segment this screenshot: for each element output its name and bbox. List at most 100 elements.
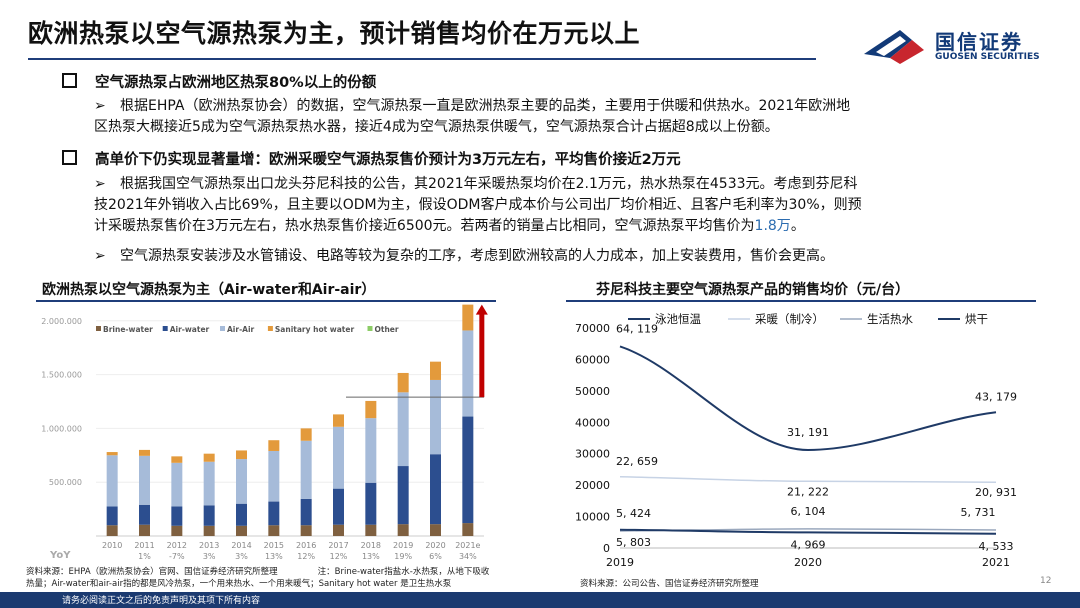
legend-label: 泳池恒温 [655, 312, 701, 326]
bar-segment [462, 304, 474, 331]
x-tick-label: 2021 [982, 556, 1010, 569]
bar-segment [397, 372, 409, 393]
x-tick-label: 2013 [199, 541, 219, 550]
legend-label: Air-water [170, 325, 210, 334]
arrow-bullet-icon: ➢ [94, 98, 106, 114]
bar-segment [203, 505, 215, 526]
legend-swatch [267, 326, 273, 331]
avg-price-highlight: 1.8万 [754, 218, 791, 234]
bar-segment [365, 400, 377, 419]
x-tick-label: 2020 [794, 556, 822, 569]
legend-label: Sanitary hot water [275, 325, 355, 334]
series-line [619, 528, 997, 535]
legend-label: 采暖（制冷） [755, 312, 824, 326]
logo-subtext: GUOSEN SECURITIES [935, 52, 1040, 62]
bar-segment [300, 498, 312, 526]
yoy-value: 1% [138, 552, 151, 561]
footer-disclaimer: 请务必阅读正文之后的免责声明及其项下所有内容 [62, 596, 261, 606]
y-tick-label: 1.000.000 [41, 424, 82, 433]
left-chart-rule [36, 300, 496, 302]
data-label: 5, 731 [961, 506, 996, 519]
yoy-value: 6% [429, 552, 442, 561]
page-title: 欧洲热泵以空气源热泵为主，预计销售均价在万元以上 [28, 19, 641, 48]
x-tick-label: 2017 [328, 541, 348, 550]
bar-segment [268, 525, 280, 536]
x-tick-label: 2019 [393, 541, 413, 550]
bar-segment [300, 525, 312, 536]
bar-segment [430, 524, 441, 536]
y-tick-label: 2.000.000 [41, 317, 82, 326]
bar-segment [268, 450, 280, 502]
right-chart-source: 资料来源：公司公告、国信证券经济研究所整理 [580, 579, 759, 589]
section-2-para-2: ➢ 空气源热泵安装涉及水管铺设、电路等较为复杂的工序，考虑到欧洲较高的人力成本，… [94, 246, 1054, 267]
legend-swatch [220, 326, 225, 331]
bar-segment [333, 524, 344, 536]
bar-segment [139, 504, 150, 525]
bar-segment [106, 452, 118, 456]
data-label: 64, 119 [616, 322, 658, 335]
x-tick-label: 2016 [296, 541, 316, 550]
yoy-value: 12% [330, 552, 348, 561]
bar-segment [268, 440, 280, 451]
bar-segment [106, 455, 118, 507]
bar-segment [236, 450, 247, 460]
x-tick-label: 2015 [264, 541, 284, 550]
legend-label: Brine-water [103, 325, 153, 334]
y-tick-label: 30000 [575, 448, 610, 461]
footer-bar [0, 592, 1080, 608]
legend-label: 烘干 [965, 312, 988, 326]
data-label: 21, 222 [787, 485, 829, 498]
section-1-para-1: ➢ 根据EHPA（欧洲热泵协会）的数据，空气源热泵一直是欧洲热泵主要的品类，主要… [94, 98, 851, 135]
left-chart-source: 资料来源：EHPA（欧洲热泵协会）官网、国信证券经济研究所整理 注：Brine-w… [26, 567, 490, 589]
bar-segment [333, 414, 344, 427]
growth-arrow-shaft [479, 312, 485, 398]
data-label: 4, 533 [979, 540, 1014, 553]
checkbox-bullet-icon [62, 73, 77, 88]
legend-label: Air-Air [227, 325, 255, 334]
x-tick-label: 2010 [102, 541, 122, 550]
arrow-bullet-icon: ➢ [94, 248, 106, 264]
yoy-value: 34% [459, 552, 477, 561]
bar-segment [106, 525, 118, 536]
legend-swatch [162, 326, 168, 331]
y-tick-label: 0 [603, 542, 610, 555]
x-tick-label: 2014 [231, 541, 251, 550]
bar-segment [333, 426, 344, 489]
bar-segment [139, 455, 150, 505]
yoy-label: YoY [49, 550, 71, 561]
title-rule [28, 58, 816, 60]
x-tick-label: 2011 [134, 541, 154, 550]
bar-segment [236, 525, 247, 536]
bar-segment [139, 449, 150, 456]
right-chart-rule [566, 300, 1036, 302]
bar-segment [430, 361, 441, 380]
bar-segment [139, 524, 150, 536]
data-label: 5, 803 [616, 536, 651, 549]
x-tick-label: 2012 [167, 541, 187, 550]
section-2-heading: 高单价下仍实现显著量增：欧洲采暖空气源热泵售价预计为3万元左右，平均售价接近2万… [62, 148, 681, 169]
data-label: 6, 104 [791, 505, 826, 518]
bar-segment [171, 525, 183, 536]
section-1-heading: 空气源热泵占欧洲地区热泵80%以上的份额 [62, 71, 376, 92]
growth-arrow-head [475, 304, 488, 315]
bar-segment [268, 501, 280, 526]
yoy-value: 3% [235, 552, 248, 561]
checkbox-bullet-icon [62, 150, 77, 165]
x-tick-label: 2018 [361, 541, 381, 550]
data-label: 43, 179 [975, 390, 1017, 403]
yoy-value: 12% [297, 552, 315, 561]
page-number: 12 [1040, 576, 1052, 586]
y-tick-label: 1.500.000 [41, 371, 82, 380]
bar-segment [365, 418, 377, 483]
yoy-value: -7% [169, 552, 185, 561]
y-tick-label: 500.000 [49, 478, 82, 487]
stacked-bar-chart: 500.000 1.000.000 1.500.000 2.000.000 Brine-… [41, 304, 488, 561]
yoy-value: 19% [394, 552, 412, 561]
data-label: 20, 931 [975, 486, 1017, 499]
legend-swatch [367, 326, 373, 331]
logo-text: 国信证券 [935, 30, 1023, 54]
bar-segment [430, 454, 441, 525]
x-tick-label: 2020 [425, 541, 445, 550]
yoy-value: 13% [265, 552, 283, 561]
bar-segment [300, 428, 312, 441]
